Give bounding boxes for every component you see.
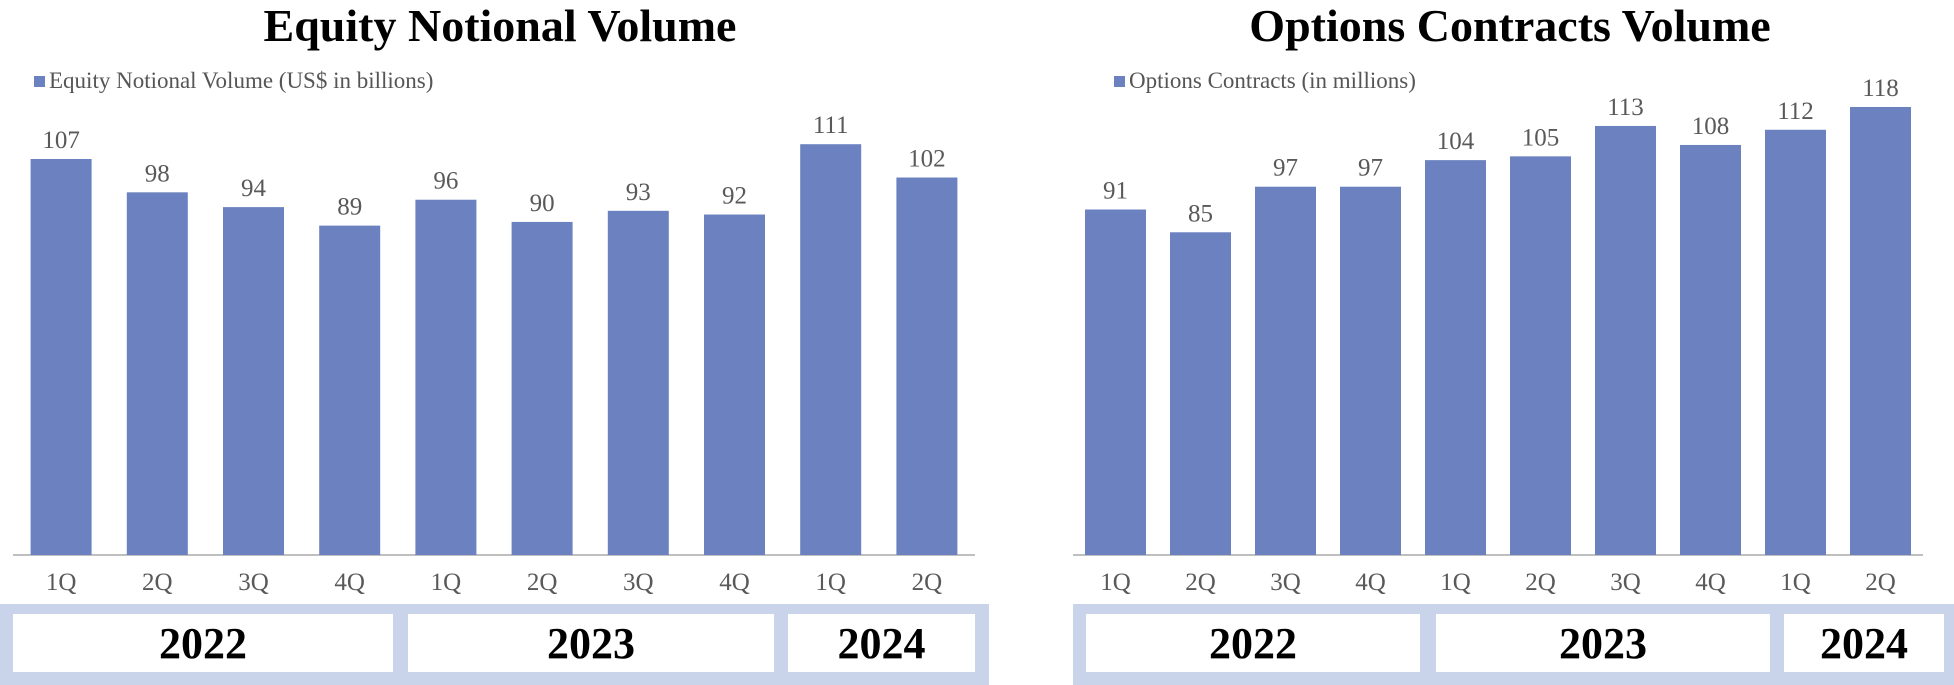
x-tick-label: 2Q (1865, 569, 1896, 596)
data-label: 113 (1607, 94, 1644, 121)
bar (607, 210, 669, 556)
bar (223, 207, 284, 555)
data-label: 90 (530, 190, 555, 217)
x-tick-label: 2Q (912, 569, 943, 596)
chart-legend: Options Contracts (in millions) (1114, 68, 1416, 94)
bar (415, 199, 477, 555)
data-label: 98 (145, 160, 170, 187)
x-tick-label: 1Q (431, 569, 462, 596)
x-tick-label: 1Q (46, 569, 77, 596)
data-label: 118 (1862, 75, 1899, 102)
chart-title: Equity Notional Volume (263, 0, 737, 51)
bar (800, 144, 862, 555)
x-tick-label: 2Q (1185, 569, 1216, 596)
legend-swatch (34, 75, 45, 87)
x-tick-label: 1Q (1440, 569, 1471, 596)
options-chart-panel: Options Contracts Volume Options Contrac… (1066, 0, 1954, 685)
bar (1850, 106, 1911, 556)
bar (1340, 186, 1401, 555)
bar (126, 192, 188, 556)
bar (1595, 125, 1656, 556)
options-bar-chart: 91 1Q 85 2Q 97 3Q 97 4Q 104 1Q 105 2Q 113 3Q 108 4Q 112 1… (1073, 75, 1923, 596)
data-label: 85 (1188, 200, 1213, 227)
x-tick-label: 3Q (1610, 569, 1641, 596)
bar (511, 221, 573, 555)
bar (896, 177, 958, 555)
data-label: 111 (813, 112, 849, 139)
x-tick-label: 3Q (238, 569, 269, 596)
data-label: 97 (1358, 155, 1383, 182)
x-tick-label: 4Q (719, 569, 750, 596)
bar (1680, 144, 1741, 555)
year-label-2022: 2022 (1086, 614, 1420, 672)
chart-legend: Equity Notional Volume (US$ in billions) (34, 68, 433, 94)
data-label: 94 (241, 175, 267, 202)
legend-label: Options Contracts (in millions) (1129, 68, 1416, 93)
data-label: 108 (1692, 113, 1730, 140)
data-label: 89 (337, 194, 362, 221)
x-tick-label: 1Q (1780, 569, 1811, 596)
x-tick-label: 1Q (1100, 569, 1131, 596)
equity-chart-panel: Equity Notional Volume Equity Notional V… (0, 0, 989, 685)
data-label: 104 (1437, 128, 1475, 155)
chart-title: Options Contracts Volume (1249, 0, 1771, 51)
x-tick-label: 4Q (1355, 569, 1386, 596)
x-tick-label: 2Q (1525, 569, 1556, 596)
bar (1085, 209, 1146, 555)
data-label: 112 (1777, 98, 1814, 125)
bar (1765, 129, 1826, 555)
legend-swatch (1114, 75, 1125, 87)
x-tick-label: 2Q (142, 569, 173, 596)
data-label: 92 (722, 183, 747, 210)
data-label: 105 (1522, 124, 1560, 151)
x-tick-label: 4Q (334, 569, 365, 596)
data-label: 107 (42, 127, 80, 154)
data-label: 96 (433, 168, 458, 195)
bar (1255, 186, 1316, 555)
data-label: 93 (626, 179, 651, 206)
year-label-2023: 2023 (1436, 614, 1770, 672)
bar (1425, 160, 1486, 555)
x-tick-label: 3Q (623, 569, 654, 596)
data-label: 97 (1273, 155, 1298, 182)
bar (319, 225, 381, 555)
bar (30, 159, 92, 555)
x-tick-label: 1Q (815, 569, 846, 596)
bar (1510, 156, 1571, 555)
x-tick-label: 2Q (527, 569, 558, 596)
data-label: 102 (908, 146, 946, 173)
bar (1170, 232, 1231, 555)
legend-label: Equity Notional Volume (US$ in billions) (49, 68, 434, 93)
bar (704, 214, 765, 555)
year-label-2024: 2024 (788, 614, 975, 672)
year-label-2023: 2023 (408, 614, 774, 672)
x-tick-label: 4Q (1695, 569, 1726, 596)
data-label: 91 (1103, 177, 1128, 204)
year-label-2024: 2024 (1784, 614, 1944, 672)
year-label-2022: 2022 (13, 614, 393, 672)
equity-bar-chart: 107 1Q 98 2Q 94 3Q 89 4Q 96 1Q 90 2Q 93 3Q 92 4Q 111 1Q 10… (13, 112, 975, 596)
x-tick-label: 3Q (1270, 569, 1301, 596)
